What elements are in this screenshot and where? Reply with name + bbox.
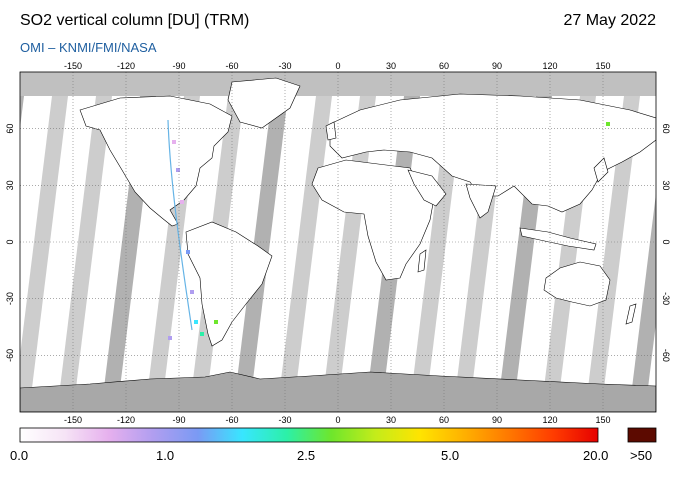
colorbar-label-0: 0.0 xyxy=(10,448,29,463)
lat-tick-right: 60 xyxy=(661,124,671,134)
so2-pixel xyxy=(606,122,610,126)
so2-pixel xyxy=(176,168,180,172)
lon-tick-bottom: 60 xyxy=(439,415,449,425)
indonesia xyxy=(519,227,597,251)
lat-tick-right: -60 xyxy=(661,349,671,362)
orbit-swath xyxy=(236,96,288,388)
new-zealand xyxy=(625,303,637,325)
uk xyxy=(325,121,337,141)
africa xyxy=(311,159,435,281)
lon-tick-top: 150 xyxy=(595,61,610,71)
lon-tick-top: 90 xyxy=(492,61,502,71)
so2-pixel xyxy=(200,332,204,336)
lon-tick-top: -120 xyxy=(117,61,135,71)
so2-pixel xyxy=(214,320,218,324)
lat-tick-left: -30 xyxy=(5,292,15,305)
india xyxy=(465,183,497,219)
colorbar-label-1: 1.0 xyxy=(156,448,175,463)
colorbar-label-2: 2.5 xyxy=(297,448,316,463)
map-date: 27 May 2022 xyxy=(563,12,656,29)
lon-tick-bottom: -30 xyxy=(278,415,291,425)
lon-tick-top: -90 xyxy=(172,61,185,71)
so2-pixel xyxy=(186,250,190,254)
lon-tick-top: 30 xyxy=(386,61,396,71)
plume-trace xyxy=(167,119,193,331)
lon-tick-bottom: 150 xyxy=(595,415,610,425)
colorbar-overflow-label: >50 xyxy=(630,448,653,463)
graticule xyxy=(20,72,656,412)
colorbar-label-3: 5.0 xyxy=(441,448,460,463)
lon-tick-top: -30 xyxy=(278,61,291,71)
so2-pixel xyxy=(194,320,198,324)
greenland xyxy=(227,77,301,129)
continents xyxy=(79,77,656,347)
lon-tick-top: 0 xyxy=(335,61,340,71)
australia xyxy=(543,261,611,307)
arabia xyxy=(407,169,447,207)
colorbar-overflow-swatch xyxy=(627,427,657,443)
lon-tick-bottom: -60 xyxy=(225,415,238,425)
lon-tick-bottom: -90 xyxy=(172,415,185,425)
so2-pixel xyxy=(172,140,176,144)
so2-pixel xyxy=(190,290,194,294)
lat-tick-right: 0 xyxy=(661,239,671,244)
lon-tick-bottom: 0 xyxy=(335,415,340,425)
lat-tick-right: 30 xyxy=(661,180,671,190)
lat-tick-left: 30 xyxy=(5,180,15,190)
lon-tick-top: -60 xyxy=(225,61,238,71)
map-subtitle: OMI – KNMI/FMI/NASA xyxy=(20,40,157,55)
colorbar-label-4: 20.0 xyxy=(583,448,609,463)
colorbar-gradient xyxy=(19,427,599,443)
axis-ticks: -150 -150 -120 -120 -90 -90 -60 -60 -30 -30 0 0 30 30… xyxy=(5,61,671,425)
lon-tick-top: 120 xyxy=(542,61,557,71)
lon-tick-top: 60 xyxy=(439,61,449,71)
map-title: SO2 vertical column [DU] (TRM) xyxy=(20,12,250,29)
lat-tick-right: -30 xyxy=(661,292,671,305)
lon-tick-bottom: 120 xyxy=(542,415,557,425)
europe-asia xyxy=(329,93,656,213)
lon-tick-top: -150 xyxy=(64,61,82,71)
so2-pixel xyxy=(168,336,172,340)
lon-tick-bottom: -150 xyxy=(64,415,82,425)
lon-tick-bottom: 90 xyxy=(492,415,502,425)
orbit-swath xyxy=(20,96,24,129)
japan xyxy=(593,157,609,183)
lat-tick-left: 60 xyxy=(5,124,15,134)
so2-pixels xyxy=(168,122,610,340)
lon-tick-bottom: -120 xyxy=(117,415,135,425)
madagascar xyxy=(417,249,427,273)
colorbar xyxy=(19,427,657,443)
so2-pixel xyxy=(180,200,184,204)
lon-tick-bottom: 30 xyxy=(386,415,396,425)
lat-tick-left: -60 xyxy=(5,349,15,362)
lat-tick-left: 0 xyxy=(5,239,15,244)
map-frame xyxy=(19,71,657,413)
